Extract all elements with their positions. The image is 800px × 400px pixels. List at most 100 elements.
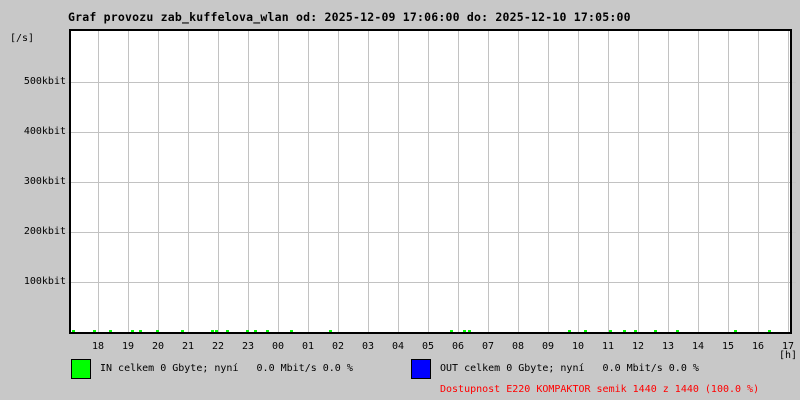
- in-traffic-spike: [676, 330, 679, 332]
- in-traffic-spike: [463, 330, 466, 332]
- in-traffic-spike: [734, 330, 737, 332]
- in-traffic-spike: [131, 330, 134, 332]
- gridline-vertical: [308, 31, 309, 332]
- in-traffic-spike: [93, 330, 96, 332]
- in-traffic-spike: [623, 330, 626, 332]
- x-tick-label: 18: [91, 341, 105, 352]
- y-axis-unit-label: [/s]: [10, 33, 35, 44]
- y-tick-label: 500kbit: [23, 76, 66, 87]
- y-axis-tick: [65, 82, 69, 83]
- in-traffic-spike: [634, 330, 637, 332]
- in-traffic-spike: [139, 330, 142, 332]
- in-traffic-spike: [215, 330, 218, 332]
- x-tick-label: 21: [181, 341, 195, 352]
- gridline-horizontal: [71, 282, 790, 283]
- gridline-horizontal: [71, 232, 790, 233]
- in-traffic-spike: [468, 330, 471, 332]
- legend-out-swatch: [411, 359, 431, 379]
- x-tick-label: 06: [451, 341, 465, 352]
- chart-title: Graf provozu zab_kuffelova_wlan od: 2025…: [68, 10, 631, 24]
- x-tick-label: 00: [271, 341, 285, 352]
- x-tick-label: 07: [481, 341, 495, 352]
- gridline-vertical: [578, 31, 579, 332]
- legend-in-swatch: [71, 359, 91, 379]
- gridline-vertical: [398, 31, 399, 332]
- in-traffic-spike: [156, 330, 159, 332]
- gridline-vertical: [698, 31, 699, 332]
- gridline-horizontal: [71, 132, 790, 133]
- y-tick-label: 400kbit: [23, 126, 66, 137]
- x-tick-label: 11: [601, 341, 615, 352]
- in-traffic-spike: [568, 330, 571, 332]
- gridline-vertical: [518, 31, 519, 332]
- y-axis-tick: [792, 82, 796, 83]
- gridline-vertical: [248, 31, 249, 332]
- x-tick-label: 10: [571, 341, 585, 352]
- in-traffic-spike: [254, 330, 257, 332]
- plot-area: [65, 29, 796, 334]
- gridline-vertical: [548, 31, 549, 332]
- y-axis-tick: [792, 232, 796, 233]
- gridline-vertical: [188, 31, 189, 332]
- gridline-vertical: [638, 31, 639, 332]
- gridline-vertical: [128, 31, 129, 332]
- gridline-vertical: [218, 31, 219, 332]
- x-tick-label: 23: [241, 341, 255, 352]
- gridline-vertical: [368, 31, 369, 332]
- in-traffic-spike: [181, 330, 184, 332]
- gridline-vertical: [278, 31, 279, 332]
- in-traffic-spike: [654, 330, 657, 332]
- gridline-horizontal: [71, 182, 790, 183]
- y-axis-tick: [65, 182, 69, 183]
- y-tick-label: 300kbit: [23, 176, 66, 187]
- in-traffic-spike: [109, 330, 112, 332]
- y-axis-tick: [65, 132, 69, 133]
- availability-text: Dostupnost E220 KOMPAKTOR semik 1440 z 1…: [440, 384, 760, 395]
- x-tick-label: 12: [631, 341, 645, 352]
- gridline-vertical: [98, 31, 99, 332]
- gridline-vertical: [728, 31, 729, 332]
- gridline-vertical: [428, 31, 429, 332]
- gridline-vertical: [668, 31, 669, 332]
- x-tick-label: 17: [781, 341, 795, 352]
- x-tick-label: 14: [691, 341, 705, 352]
- gridline-vertical: [608, 31, 609, 332]
- in-traffic-spike: [584, 330, 587, 332]
- gridline-vertical: [758, 31, 759, 332]
- x-tick-label: 09: [541, 341, 555, 352]
- x-tick-label: 15: [721, 341, 735, 352]
- x-tick-label: 22: [211, 341, 225, 352]
- gridline-vertical: [488, 31, 489, 332]
- legend-in-label: IN celkem 0 Gbyte; nyní 0.0 Mbit/s 0.0 %: [100, 363, 353, 374]
- in-traffic-spike: [609, 330, 612, 332]
- gridline-vertical: [338, 31, 339, 332]
- in-traffic-spike: [329, 330, 332, 332]
- y-tick-label: 100kbit: [23, 276, 66, 287]
- gridline-vertical: [458, 31, 459, 332]
- x-tick-label: 01: [301, 341, 315, 352]
- x-tick-label: 08: [511, 341, 525, 352]
- y-axis-tick: [792, 282, 796, 283]
- in-traffic-spike: [226, 330, 229, 332]
- y-axis-tick: [65, 282, 69, 283]
- in-traffic-spike: [290, 330, 293, 332]
- gridline-vertical: [158, 31, 159, 332]
- y-axis-tick: [792, 132, 796, 133]
- in-traffic-spike: [246, 330, 249, 332]
- y-axis-tick: [65, 232, 69, 233]
- x-tick-label: 05: [421, 341, 435, 352]
- legend-out-label: OUT celkem 0 Gbyte; nyní 0.0 Mbit/s 0.0 …: [440, 363, 699, 374]
- in-traffic-spike: [72, 330, 75, 332]
- plot-canvas: [65, 31, 796, 332]
- in-traffic-spike: [768, 330, 771, 332]
- x-tick-label: 04: [391, 341, 405, 352]
- x-tick-label: 03: [361, 341, 375, 352]
- in-traffic-spike: [211, 330, 214, 332]
- in-traffic-spike: [266, 330, 269, 332]
- x-tick-label: 19: [121, 341, 135, 352]
- y-axis-tick: [792, 182, 796, 183]
- in-traffic-spike: [450, 330, 453, 332]
- x-tick-label: 02: [331, 341, 345, 352]
- gridline-vertical: [788, 31, 789, 332]
